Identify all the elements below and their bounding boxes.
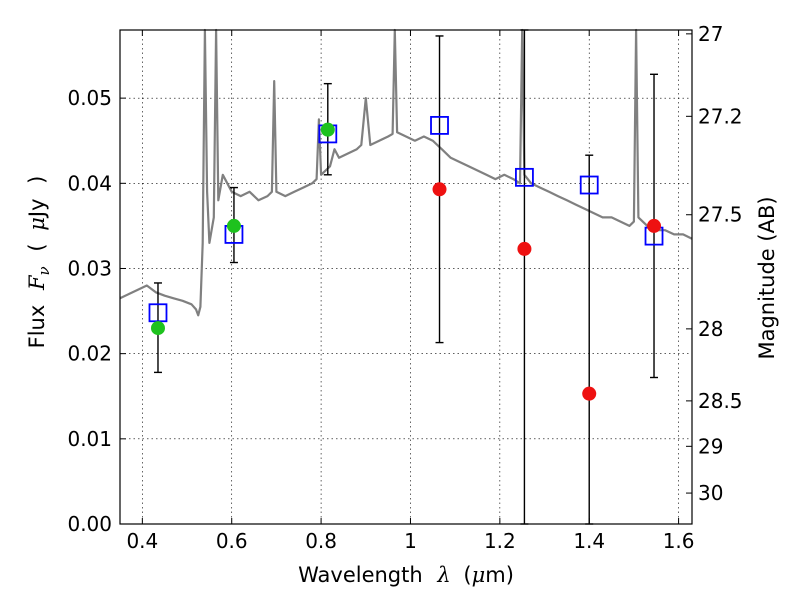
y-tick-label: 0.04 <box>67 171 112 195</box>
circle-marker <box>517 241 532 256</box>
x-tick-label: 0.8 <box>305 529 337 553</box>
square-marker <box>579 175 599 195</box>
error-bars <box>153 29 659 525</box>
photometry-points <box>148 115 664 401</box>
x-axis-label-unit-mu: μ <box>472 563 486 587</box>
y2-tick-label: 30 <box>698 481 723 505</box>
x-tick-label: 0.4 <box>126 529 158 553</box>
y-tick-label: 0.00 <box>67 512 112 536</box>
x-axis-label: Wavelength λ (μm) <box>298 563 514 587</box>
x-tick-label: 1 <box>404 529 417 553</box>
x-tick-label: 1.6 <box>663 529 695 553</box>
y-tick-label: 0.03 <box>67 256 112 280</box>
y2-tick-label: 28 <box>698 317 723 341</box>
x-tick-label: 1.4 <box>573 529 605 553</box>
model-spectrum <box>119 28 693 317</box>
circle-marker <box>582 386 597 401</box>
y2-tick-label: 27.5 <box>698 203 743 227</box>
square-marker <box>515 167 534 187</box>
y-axis-label: Flux Fν ( μJy ) <box>25 176 54 349</box>
axes: 0.4 0.6 0.8 1 1.2 1.4 1.6 0.00 0.01 0.02 0.03 0.04 0… <box>67 22 742 553</box>
circle-marker <box>432 182 447 197</box>
y-axis-label-prefix: Flux <box>25 305 49 349</box>
y2-tick-label: 29 <box>698 434 723 458</box>
square-marker <box>430 115 449 135</box>
y2-axis-label: Magnitude (AB) <box>755 196 779 359</box>
y2-tick-label: 27.2 <box>698 104 743 128</box>
x-axis-label-unit-rest: m) <box>485 563 514 587</box>
y-axis-label-symbol: F <box>25 274 49 291</box>
y-axis-label-unit-rest: Jy <box>25 198 49 219</box>
y-tick-label: 0.05 <box>67 86 112 110</box>
y-axis-label-subscript: ν <box>35 266 53 275</box>
model-spectrum-line <box>119 28 693 317</box>
x-tick-label: 1.2 <box>484 529 516 553</box>
circle-marker <box>226 218 241 233</box>
y2-tick-label: 28.5 <box>698 389 743 413</box>
x-axis-label-prefix: Wavelength <box>298 563 423 587</box>
y2-tick-label: 27 <box>698 22 723 46</box>
y-tick-label: 0.01 <box>67 427 112 451</box>
circle-marker <box>320 122 335 137</box>
plot-frame <box>119 29 693 525</box>
y-axis-label-unit-mu: μ <box>25 217 49 231</box>
x-tick-label: 0.6 <box>216 529 248 553</box>
y-axis-label-unit-open: ( <box>25 243 49 251</box>
y-axis-label-unit-close: ) <box>25 176 49 184</box>
x-axis-label-symbol: λ <box>436 563 450 587</box>
x-axis-label-unit-open: ( <box>463 563 471 587</box>
y-tick-label: 0.02 <box>67 342 112 366</box>
circle-marker <box>150 321 165 336</box>
circle-marker <box>647 218 662 233</box>
